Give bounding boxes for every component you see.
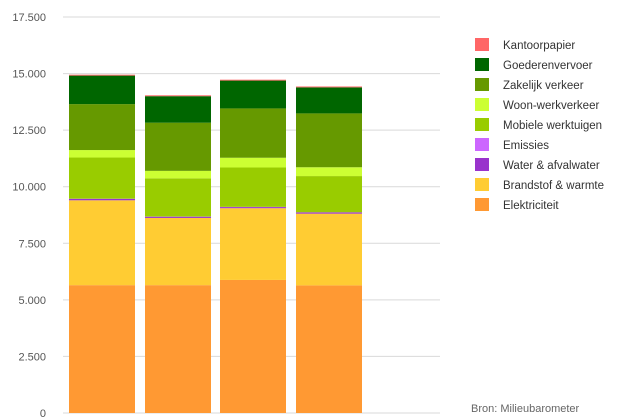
- bar-segment: [220, 279, 286, 413]
- bar-segment: [145, 216, 211, 218]
- bar-segment: [69, 157, 135, 199]
- bar-stack: [145, 95, 211, 413]
- legend-swatch: [475, 38, 489, 51]
- legend-swatch: [475, 78, 489, 91]
- bar-segment: [296, 176, 362, 213]
- bar-segment: [145, 96, 211, 123]
- bar-segment: [69, 150, 135, 158]
- bar-segment: [220, 108, 286, 158]
- bar-segment: [145, 170, 211, 179]
- bar-segment: [296, 113, 362, 168]
- bar-segment: [220, 80, 286, 109]
- bar-segment: [220, 207, 286, 209]
- y-tick-label: 0: [40, 408, 46, 417]
- legend-swatch: [475, 138, 489, 151]
- y-tick-label: 7.500: [18, 238, 46, 250]
- legend-swatch: [475, 98, 489, 111]
- bar-segment: [296, 212, 362, 214]
- legend-label: Water & afvalwater: [503, 160, 600, 172]
- y-tick-label: 2.500: [18, 351, 46, 363]
- legend: Kantoorpapier Goederenvervoer Zakelijk ver…: [475, 38, 604, 212]
- y-tick-label: 5.000: [18, 295, 46, 307]
- bar-segment: [145, 122, 211, 171]
- bar-segment: [145, 285, 211, 413]
- legend-label: Emissies: [503, 140, 549, 152]
- bar-segment: [296, 86, 362, 88]
- bar-segment: [145, 95, 211, 97]
- legend-swatch: [475, 178, 489, 191]
- bar-segment: [145, 178, 211, 217]
- bar-segment: [296, 213, 362, 286]
- bar-segment: [69, 285, 135, 413]
- bar-segment: [220, 208, 286, 280]
- bar-segment: [145, 217, 211, 286]
- bar-segment: [69, 198, 135, 201]
- y-tick-label: 15.000: [12, 69, 46, 81]
- bar-segment: [220, 157, 286, 168]
- legend-label: Kantoorpapier: [503, 40, 575, 52]
- legend-label: Brandstof & warmte: [503, 180, 604, 192]
- bar-stack: [296, 86, 362, 413]
- legend-swatch: [475, 118, 489, 131]
- legend-label: Woon-werkverkeer: [503, 100, 599, 112]
- legend-label: Mobiele werktuigen: [503, 120, 602, 132]
- bar-segment: [69, 74, 135, 76]
- y-axis-tick-labels: 0 2.500 5.000 7.500 10.000 12.500 15.000 17.500: [12, 12, 46, 417]
- bar-segment: [296, 87, 362, 114]
- legend-label: Zakelijk verkeer: [503, 80, 584, 92]
- bar-stack: [69, 74, 135, 413]
- bar-segment: [220, 167, 286, 207]
- y-tick-label: 12.500: [12, 125, 46, 137]
- bar-stack: [220, 79, 286, 413]
- bar-segment: [69, 200, 135, 286]
- bar-segment: [296, 285, 362, 413]
- legend-label: Elektriciteit: [503, 200, 559, 212]
- legend-swatch: [475, 158, 489, 171]
- bar-segment: [220, 79, 286, 81]
- y-tick-label: 10.000: [12, 182, 46, 194]
- legend-label: Goederenvervoer: [503, 60, 593, 72]
- bar-segment: [69, 104, 135, 151]
- legend-swatch: [475, 198, 489, 211]
- bar-segment: [69, 75, 135, 105]
- legend-swatch: [475, 58, 489, 71]
- bar-segment: [296, 167, 362, 177]
- y-tick-label: 17.500: [12, 12, 46, 24]
- bar-stacks: [69, 74, 362, 413]
- source-label: Bron: Milieubarometer: [471, 403, 580, 415]
